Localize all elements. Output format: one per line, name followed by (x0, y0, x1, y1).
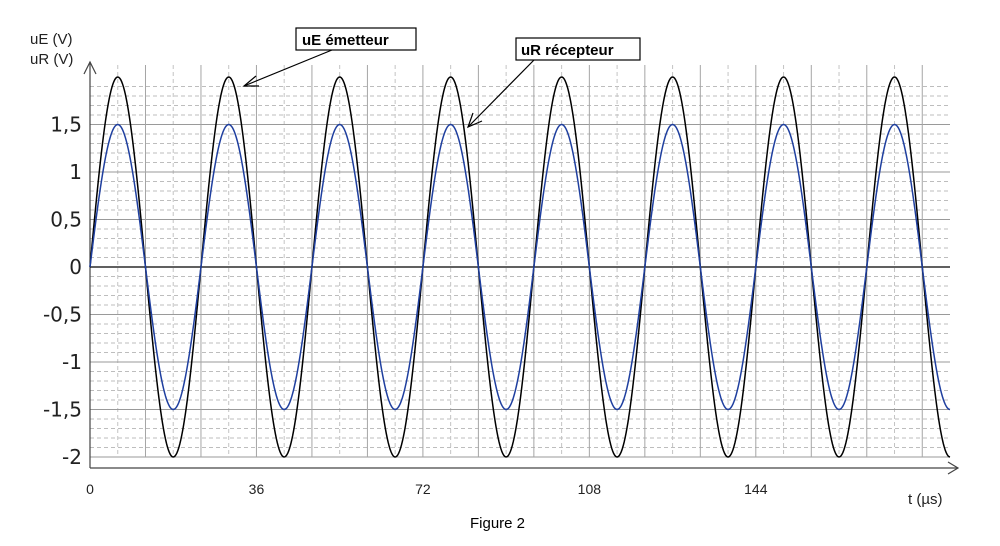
y-tick-label: 0,5 (50, 208, 82, 232)
callout-ue-arrowhead (242, 75, 259, 87)
x-tick-labels: 0 36 72 108 144 (86, 481, 768, 497)
callout-ur-box (515, 37, 641, 61)
y-axis-arrow (83, 60, 97, 75)
figure-caption: Figure 2 (470, 515, 525, 532)
series-lines (89, 76, 951, 458)
y-tick-labels: 1,5 1 0,5 0 -0,5 -1 -1,5 -2 (43, 113, 82, 470)
y-axis-label-ur: uR (V) (30, 51, 73, 68)
y-tick-label: -2 (62, 445, 82, 469)
x-tick-label: 108 (578, 481, 602, 497)
y-tick-label: 1,5 (50, 113, 82, 137)
callout-ue-box (295, 27, 417, 51)
callout-ur-arrow (467, 59, 535, 128)
x-tick-label: 36 (249, 481, 265, 497)
callout-ur: uR récepteur (466, 37, 641, 129)
y-tick-label: -1,5 (43, 398, 82, 422)
series-line-ue (89, 76, 951, 458)
x-tick-label: 72 (415, 481, 431, 497)
y-tick-label: 0 (69, 255, 82, 279)
y-tick-label: -1 (62, 350, 82, 374)
callout-ue-text: uE émetteur (302, 32, 389, 49)
y-axis-label-ue: uE (V) (30, 31, 73, 48)
x-axis-label: t (µs) (908, 491, 942, 508)
callout-ue-arrow (243, 49, 333, 87)
x-tick-label: 144 (744, 481, 768, 497)
y-tick-label: 1 (69, 160, 82, 184)
x-axis-arrow (947, 461, 960, 475)
callout-ur-arrowhead (466, 112, 483, 129)
callout-ue: uE émetteur (242, 27, 417, 87)
minor-grid (90, 65, 950, 457)
x-tick-label: 0 (86, 481, 94, 497)
y-tick-label: -0,5 (43, 303, 82, 327)
series-line-ur (89, 123, 951, 411)
callout-ur-text: uR récepteur (521, 42, 614, 59)
